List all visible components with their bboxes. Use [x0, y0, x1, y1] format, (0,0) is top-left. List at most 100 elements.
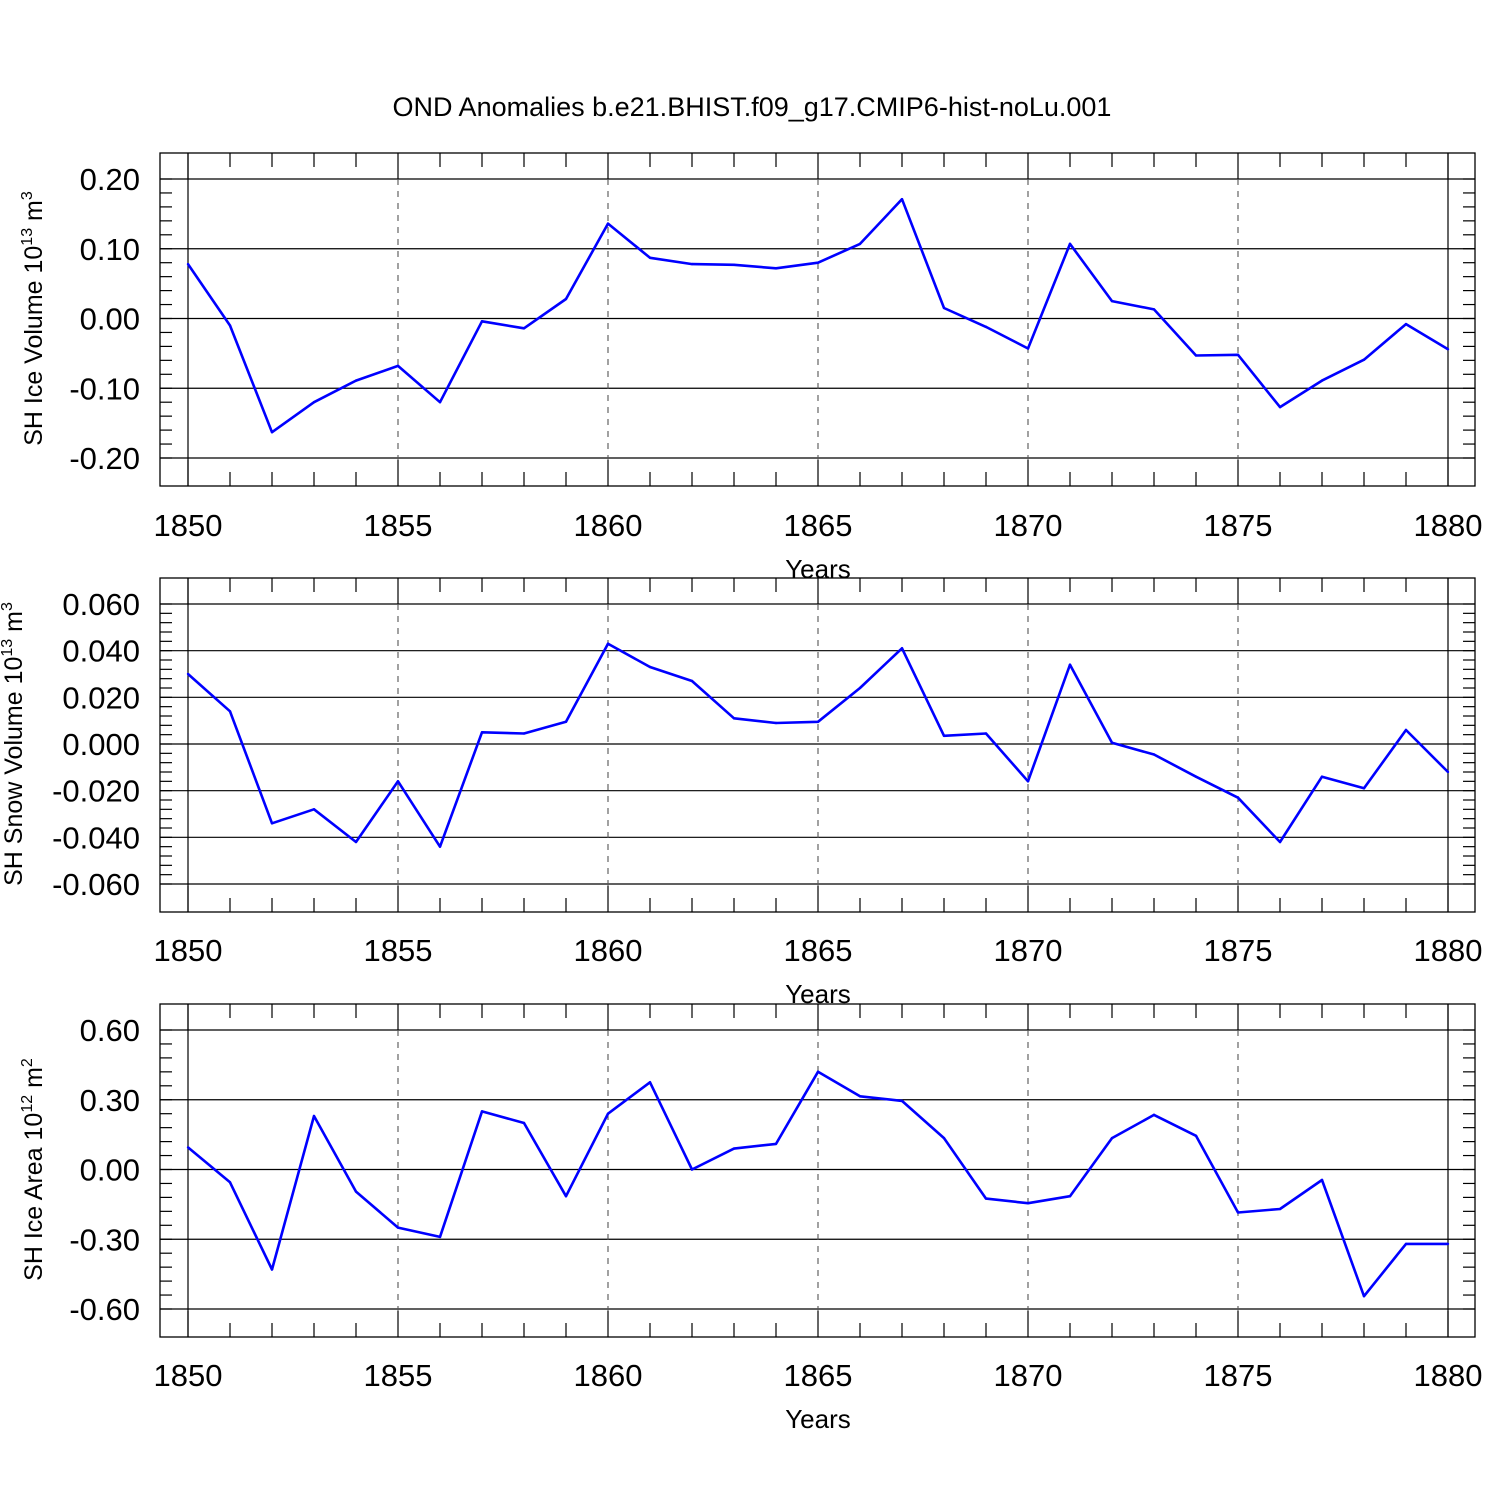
data-point	[1194, 1134, 1198, 1137]
data-point	[1110, 741, 1114, 745]
data-point	[1026, 780, 1030, 783]
data-point	[732, 717, 736, 720]
y-tick-label: 0.020	[62, 680, 140, 715]
y-axis-label: SH Snow Volume 1013 m3	[0, 602, 28, 886]
data-point	[1194, 354, 1198, 357]
panel-1: 0.20 0.10 0.00 -0.10 -0.20 1850 1855 1860 1865 18…	[19, 152, 1483, 584]
y-tick-label: 0.000	[62, 727, 140, 762]
x-axis-label: Years	[785, 1404, 851, 1434]
data-point	[774, 1142, 778, 1146]
x-tick-label: 1855	[364, 933, 433, 968]
data-point	[900, 1099, 904, 1103]
data-point	[816, 1070, 820, 1074]
y-tick-label: -0.30	[69, 1222, 140, 1257]
data-point	[1320, 775, 1324, 778]
data-point	[1026, 347, 1030, 350]
x-tick-label: 1855	[364, 508, 433, 543]
data-point	[354, 1190, 358, 1193]
data-point	[774, 267, 778, 270]
data-point	[816, 261, 820, 264]
x-tick-label: 1860	[574, 508, 643, 543]
data-point	[942, 1136, 946, 1140]
data-point	[1362, 787, 1366, 790]
data-point	[858, 686, 862, 690]
data-point	[1236, 796, 1240, 799]
data-point	[396, 364, 400, 368]
data-point	[1362, 1295, 1366, 1298]
data-point	[522, 327, 526, 330]
data-point	[1278, 405, 1282, 409]
data-point	[1404, 728, 1408, 732]
data-point	[1236, 1211, 1240, 1214]
data-point	[648, 256, 652, 260]
data-point	[1446, 1242, 1450, 1246]
y-tick-label: 0.60	[80, 1013, 140, 1048]
data-point	[732, 263, 736, 266]
y-label-main: SH Snow Volume 10	[0, 657, 28, 886]
data-point	[480, 320, 484, 323]
data-point	[1068, 663, 1072, 666]
data-point	[690, 262, 694, 266]
data-point	[1152, 1113, 1156, 1117]
data-point	[186, 672, 190, 676]
data-point	[480, 731, 484, 734]
data-point	[1320, 1178, 1324, 1182]
x-tick-label: 1880	[1414, 508, 1483, 543]
panel-3: 0.60 0.30 0.00 -0.30 -0.60 1850 1855 1860 1865 18…	[19, 1003, 1482, 1434]
data-point	[858, 242, 862, 246]
data-point	[690, 1168, 694, 1171]
data-point	[900, 647, 904, 650]
x-tick-label: 1855	[364, 1358, 433, 1393]
x-tick-label: 1875	[1204, 508, 1273, 543]
data-point	[270, 430, 274, 434]
x-tick-label: 1875	[1204, 1358, 1273, 1393]
data-point	[312, 1114, 316, 1118]
y-label-exponent: 13	[19, 228, 36, 246]
data-point	[354, 840, 358, 844]
data-point	[564, 720, 568, 724]
data-point	[774, 721, 778, 725]
data-point	[606, 642, 610, 645]
data-point	[606, 1112, 610, 1115]
data-point	[438, 845, 442, 848]
data-point	[228, 1181, 232, 1184]
data-point	[1026, 1202, 1030, 1205]
data-point	[186, 262, 190, 266]
x-tick-label: 1850	[154, 1358, 223, 1393]
data-point	[1068, 242, 1072, 246]
x-tick-label: 1865	[784, 933, 853, 968]
data-point	[522, 732, 526, 735]
y-label-unit: m	[20, 1067, 48, 1095]
y-tick-label: -0.060	[52, 867, 140, 902]
y-tick-label: 0.040	[62, 634, 140, 669]
x-tick-label: 1850	[154, 508, 223, 543]
data-point	[438, 1235, 442, 1239]
data-point	[900, 198, 904, 201]
data-point	[816, 720, 820, 724]
y-label-main: SH Ice Area 10	[20, 1113, 48, 1281]
data-point	[984, 732, 988, 735]
data-point	[1068, 1195, 1072, 1198]
y-label-main: SH Ice Volume 10	[20, 246, 48, 446]
y-tick-label: 0.060	[62, 587, 140, 622]
x-tick-label: 1860	[574, 1358, 643, 1393]
y-tick-label: -0.040	[52, 820, 140, 855]
y-tick-label: 0.30	[80, 1083, 140, 1118]
data-point	[312, 401, 316, 404]
data-point	[942, 306, 946, 310]
data-point	[564, 1195, 568, 1198]
y-label-unit-exponent: 2	[19, 1058, 36, 1067]
y-axis-label: SH Ice Area 1012 m2	[19, 1058, 48, 1281]
data-point	[1404, 1242, 1408, 1246]
x-tick-label: 1865	[784, 1358, 853, 1393]
y-tick-label: 0.00	[80, 1153, 140, 1188]
y-tick-label: 0.00	[80, 302, 140, 337]
data-point	[1110, 1136, 1114, 1140]
y-label-unit: m	[0, 611, 28, 639]
data-point	[270, 1268, 274, 1271]
data-point	[1278, 1207, 1282, 1211]
data-point	[1194, 775, 1198, 778]
data-point	[942, 734, 946, 738]
data-point	[1446, 347, 1450, 351]
data-point	[858, 1095, 862, 1098]
